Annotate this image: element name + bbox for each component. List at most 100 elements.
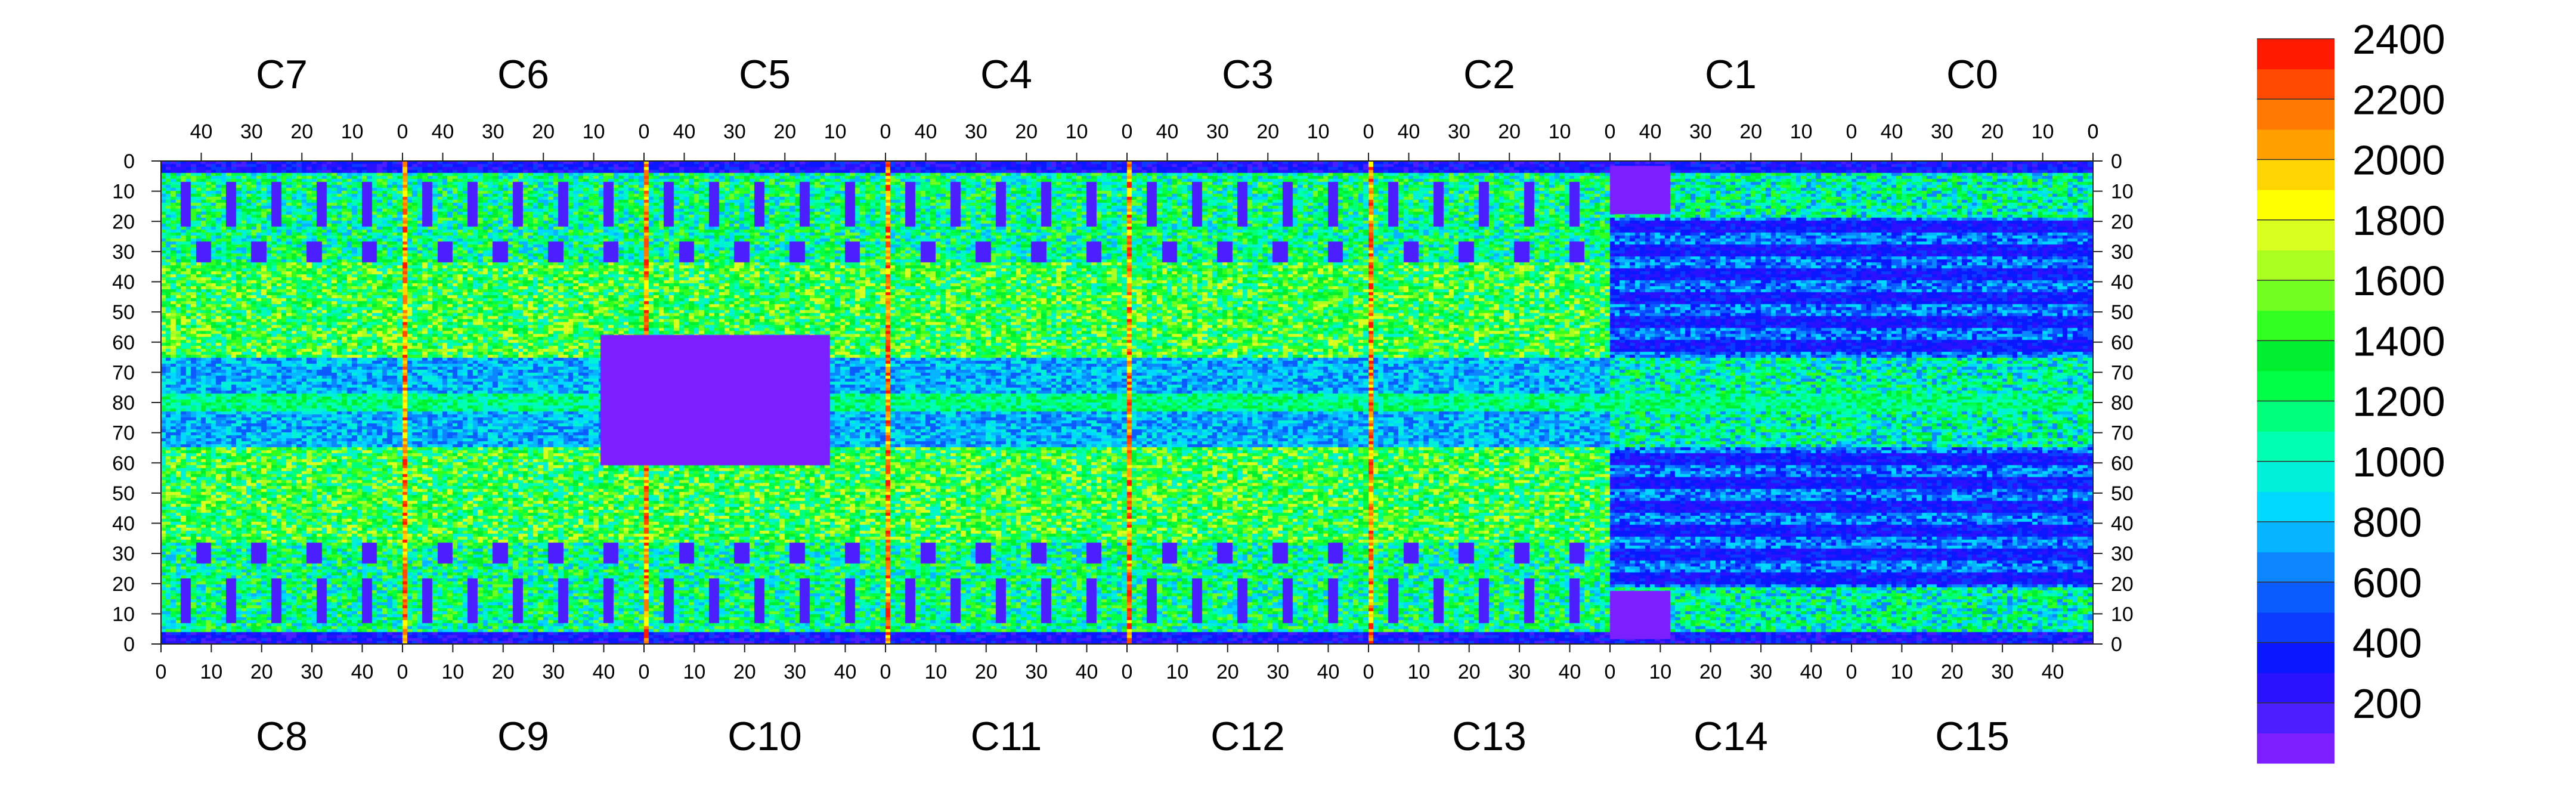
x-tick-label-bottom: 20 (1216, 661, 1239, 683)
x-tick-label-bottom: 0 (397, 661, 408, 683)
chip-label-bottom: C13 (1452, 714, 1527, 759)
chip-label-top: C3 (1222, 52, 1274, 97)
y-tick-label-right: 10 (2111, 603, 2134, 626)
y-tick-label-left: 20 (112, 210, 135, 233)
x-tick-label-top: 40 (1639, 120, 1662, 143)
x-tick-label-bottom: 0 (880, 661, 891, 683)
colorbar-tick-label: 2200 (2352, 76, 2445, 123)
colorbar-segment (2257, 612, 2334, 643)
x-tick-label-bottom: 10 (200, 661, 222, 683)
y-tick-label-right: 40 (2111, 271, 2134, 294)
colorbar-tick-label: 1600 (2352, 258, 2445, 304)
chip-label-bottom: C10 (727, 714, 802, 759)
y-tick-label-left: 0 (123, 150, 135, 173)
x-tick-label-bottom: 10 (924, 661, 947, 683)
x-tick-label-bottom: 30 (1508, 661, 1531, 683)
chip-label-top: C2 (1463, 52, 1515, 97)
x-tick-label-bottom: 0 (1363, 661, 1374, 683)
colorbar-segment (2257, 159, 2334, 190)
x-tick-label-bottom: 0 (1605, 661, 1616, 683)
x-tick-label-top: 10 (1549, 120, 1571, 143)
x-tick-label-top: 20 (1739, 120, 1762, 143)
colorbar-tick-label: 200 (2352, 680, 2422, 727)
chip-label-top: C1 (1705, 52, 1757, 97)
x-tick-label-bottom: 40 (593, 661, 615, 683)
chip-label-bottom: C15 (1935, 714, 2010, 759)
x-tick-label-bottom: 30 (1267, 661, 1289, 683)
x-tick-label-top: 20 (290, 120, 313, 143)
x-tick-label-top: 10 (341, 120, 364, 143)
x-tick-label-bottom: 20 (733, 661, 756, 683)
x-tick-label-bottom: 40 (1317, 661, 1340, 683)
y-tick-label-right: 20 (2111, 210, 2134, 233)
colorbar-segment (2257, 310, 2334, 341)
x-tick-label-top: 40 (190, 120, 213, 143)
x-tick-label-bottom: 40 (1800, 661, 1823, 683)
x-tick-label-bottom: 20 (1941, 661, 1964, 683)
x-tick-label-bottom: 40 (1076, 661, 1098, 683)
y-tick-label-right: 60 (2111, 332, 2134, 354)
colorbar-tick-label: 800 (2352, 499, 2422, 546)
x-tick-label-bottom: 40 (351, 661, 374, 683)
y-tick-label-left: 70 (112, 422, 135, 445)
x-tick-label-bottom: 10 (1166, 661, 1188, 683)
chip-labels: C7 C6 C5 C4 C3 C2 C1 C0 C8 C9 C10 C11 C12 C13 C14 C15 (256, 52, 2010, 759)
colorbar-segment (2257, 69, 2334, 100)
x-tick-label-bottom: 40 (1559, 661, 1581, 683)
x-tick-label-bottom: 0 (639, 661, 650, 683)
x-tick-label-top: 40 (673, 120, 696, 143)
x-tick-label-top: 10 (2032, 120, 2054, 143)
y-tick-label-right: 50 (2111, 482, 2134, 505)
colorbar-segment (2257, 99, 2334, 130)
x-tick-label-top: 0 (397, 120, 408, 143)
x-tick-label-top: 10 (824, 120, 847, 143)
chip-label-bottom: C12 (1210, 714, 1285, 759)
colorbar-segment (2257, 401, 2334, 432)
x-tick-label-bottom: 10 (1407, 661, 1430, 683)
colorbar-tick-label: 400 (2352, 620, 2422, 667)
x-tick-label-top: 0 (880, 120, 891, 143)
y-tick-label-left: 80 (112, 392, 135, 414)
x-tick-label-top: 40 (1156, 120, 1179, 143)
x-tick-label-top: 40 (432, 120, 454, 143)
x-tick-label-bottom: 0 (1846, 661, 1857, 683)
x-tick-label-bottom: 30 (301, 661, 323, 683)
heatmap-cells (161, 161, 2093, 644)
x-tick-label-bottom: 0 (156, 661, 167, 683)
x-tick-label-top: 10 (583, 120, 605, 143)
colorbar-segment (2257, 129, 2334, 160)
y-tick-label-right: 40 (2111, 513, 2134, 535)
colorbar-segment (2257, 552, 2334, 583)
x-tick-label-top: 0 (1605, 120, 1616, 143)
colorbar: 2400 2200 2000 1800 1600 1400 1200 1000 800 600 40… (2257, 16, 2445, 764)
x-tick-label-top: 20 (773, 120, 796, 143)
y-tick-label-left: 50 (112, 301, 135, 324)
y-tick-label-right: 80 (2111, 392, 2134, 414)
y-tick-label-right: 60 (2111, 452, 2134, 475)
chip-label-top: C4 (980, 52, 1032, 97)
x-tick-label-bottom: 30 (1750, 661, 1772, 683)
x-tick-label-bottom: 20 (492, 661, 515, 683)
x-tick-label-bottom: 20 (250, 661, 273, 683)
colorbar-segment (2257, 190, 2334, 221)
colorbar-segment (2257, 582, 2334, 613)
x-tick-label-top: 10 (1066, 120, 1088, 143)
x-tick-label-bottom: 20 (975, 661, 998, 683)
x-tick-label-top: 0 (639, 120, 650, 143)
colorbar-segment (2257, 461, 2334, 492)
y-tick-label-right: 70 (2111, 422, 2134, 445)
chip-label-bottom: C8 (256, 714, 308, 759)
x-tick-label-top: 0 (1122, 120, 1133, 143)
x-tick-label-bottom: 30 (1991, 661, 2014, 683)
y-tick-label-right: 0 (2111, 633, 2122, 656)
heatmap-image (161, 161, 2093, 644)
y-tick-label-left: 40 (112, 271, 135, 294)
chip-label-top: C0 (1946, 52, 1998, 97)
x-tick-label-top: 10 (1307, 120, 1330, 143)
x-tick-label-top: 20 (1256, 120, 1279, 143)
x-tick-label-bottom: 10 (683, 661, 705, 683)
chip-label-top: C6 (497, 52, 549, 97)
x-tick-label-top: 20 (1498, 120, 1521, 143)
